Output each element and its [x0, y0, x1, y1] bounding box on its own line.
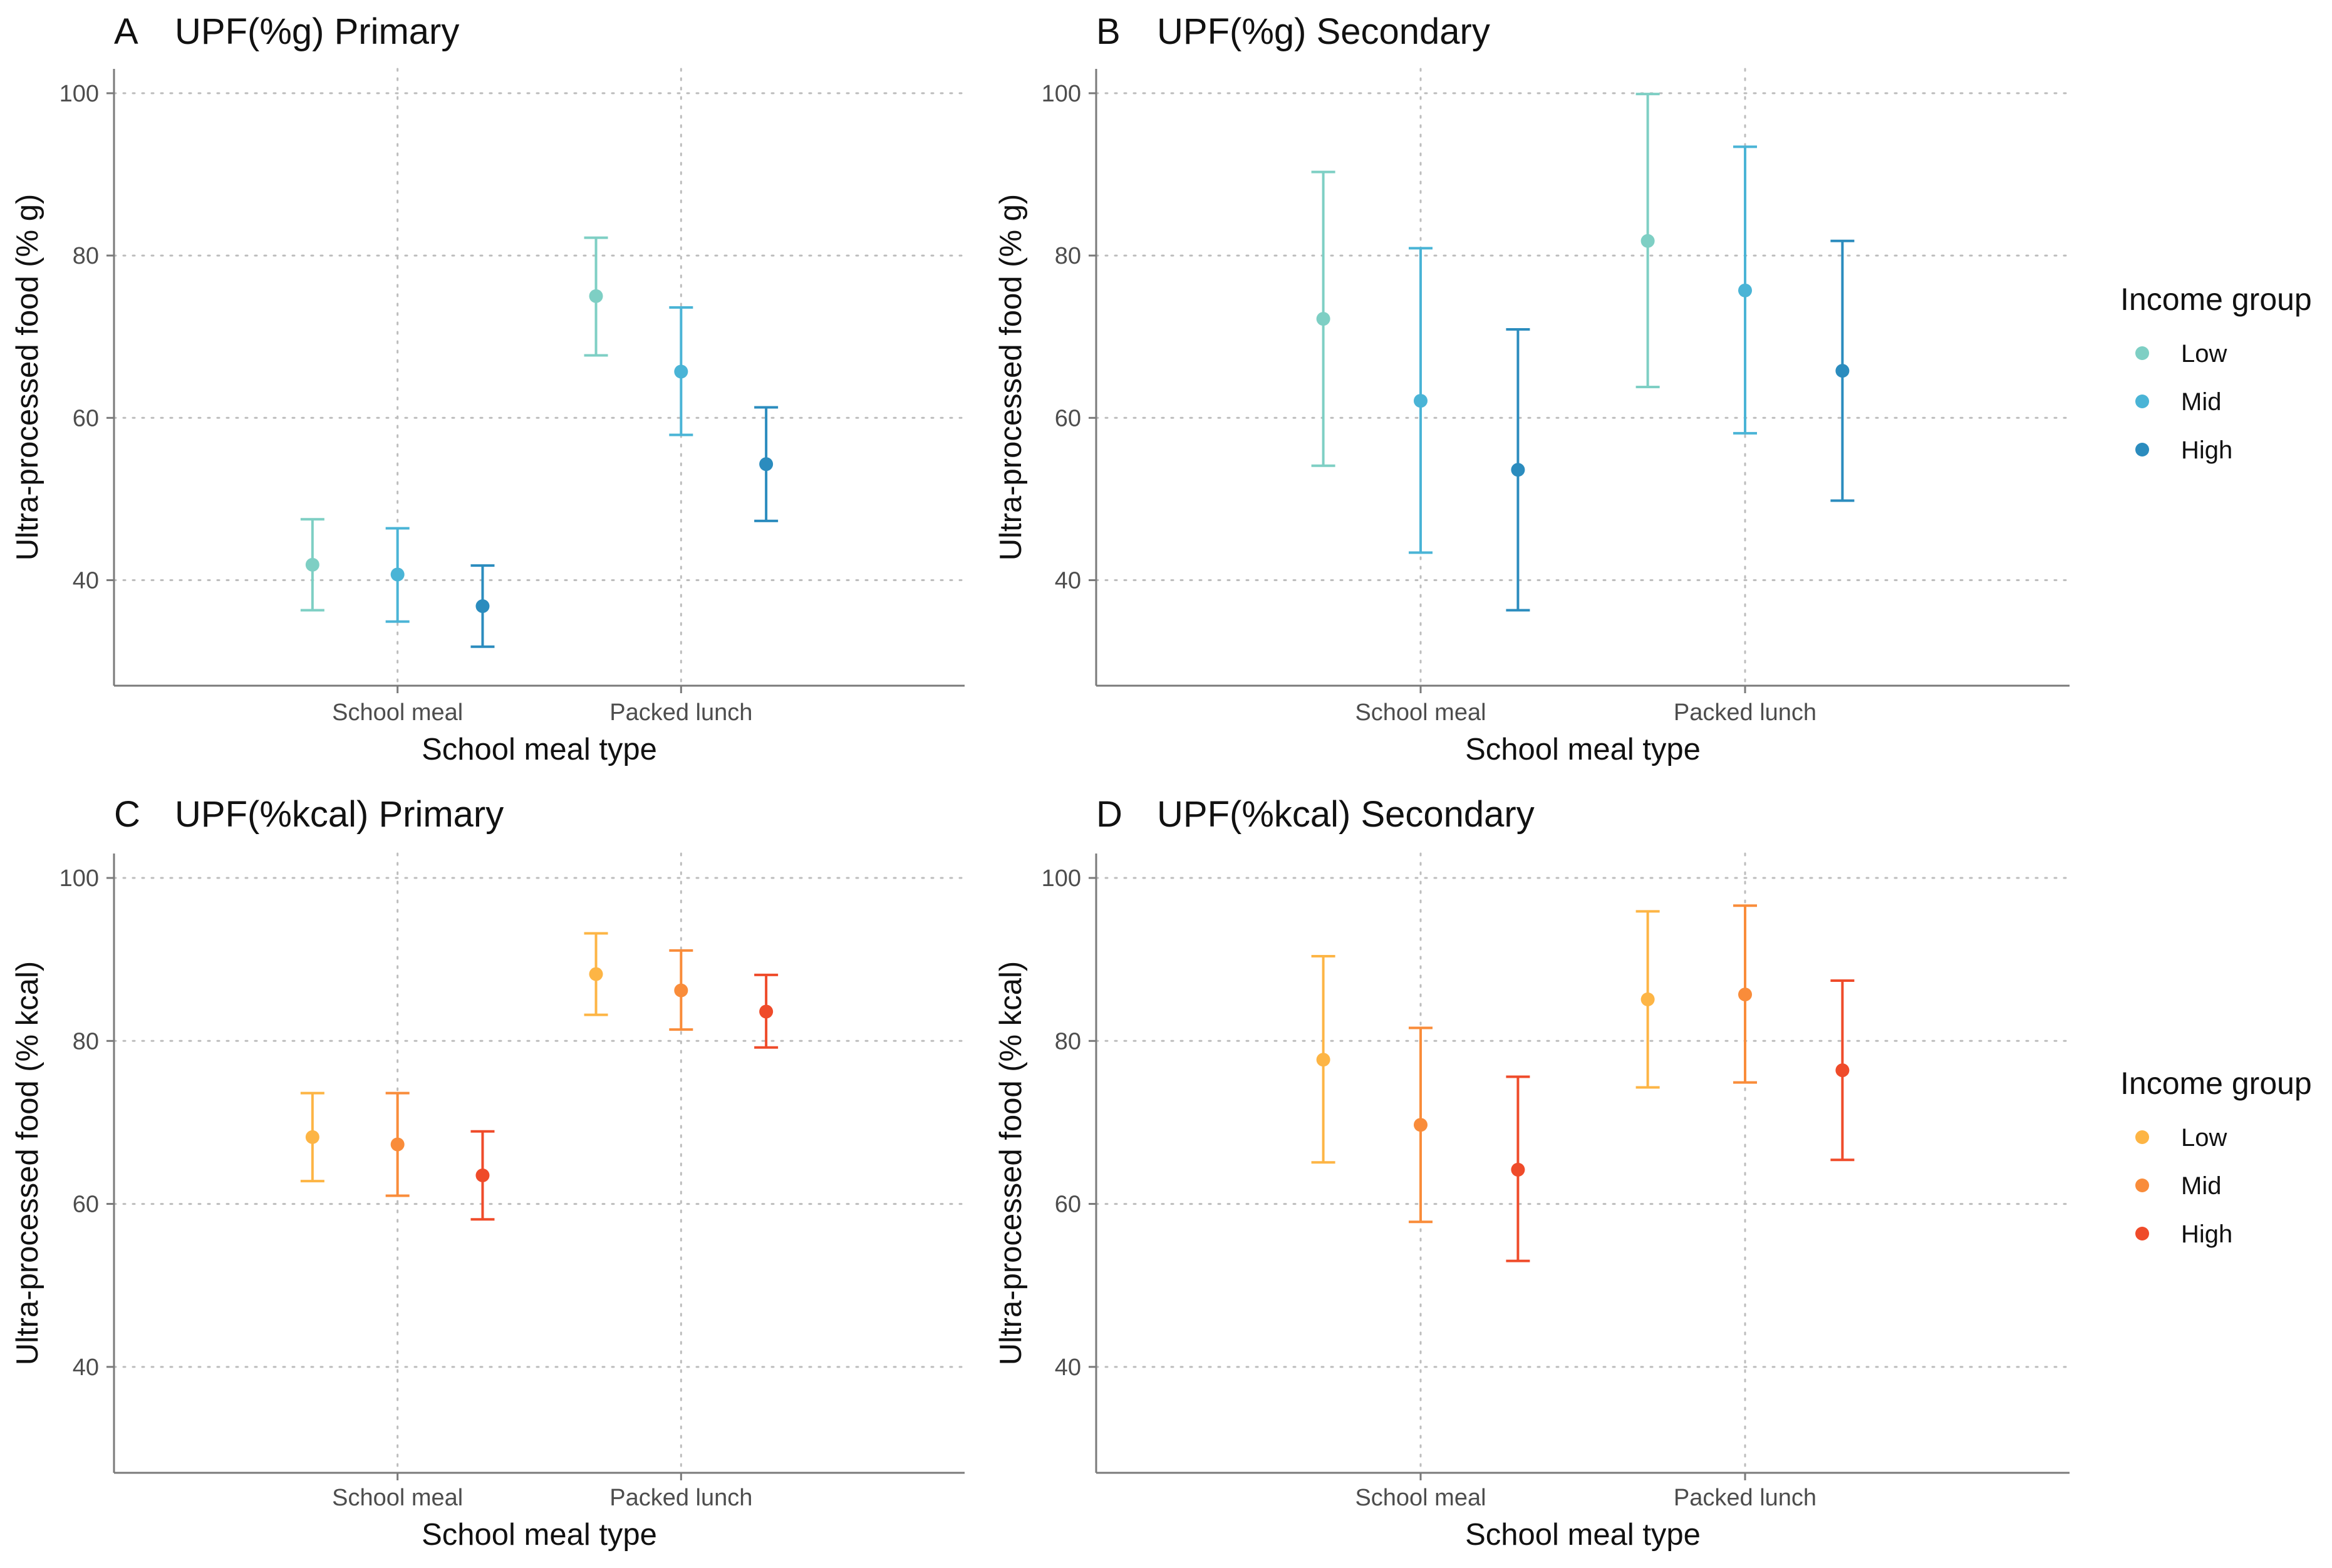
legend-label: Low	[2181, 1124, 2227, 1152]
panel-letter: D	[1096, 794, 1122, 835]
data-point-low	[1640, 992, 1655, 1006]
panel-d: 40 60 80 100 School meal Packed lunch School m…	[994, 794, 2071, 1552]
y-tick-label: 40	[73, 568, 99, 594]
legend-title: Income group	[2120, 1066, 2312, 1101]
y-tick-label: 100	[60, 865, 99, 892]
x-axis-title: School meal type	[422, 1518, 657, 1552]
legend-orange: Income group Low Mid High	[2120, 1066, 2312, 1248]
legend-swatch-mid	[2135, 1179, 2149, 1192]
data-point-high	[759, 1004, 774, 1019]
legend-label: Mid	[2181, 1172, 2221, 1200]
y-tick-label: 60	[73, 1192, 99, 1218]
y-tick-label: 60	[1055, 405, 1081, 431]
y-tick-label: 60	[73, 405, 99, 431]
data-point-low	[589, 289, 603, 303]
legend-swatch-high	[2135, 443, 2149, 456]
panel-title: UPF(%kcal) Primary	[175, 794, 504, 835]
legend-title: Income group	[2120, 282, 2312, 317]
x-tick-label: School meal	[332, 1485, 463, 1511]
data-point-low	[1316, 312, 1330, 326]
panel-letter: A	[114, 11, 138, 52]
data-point-high	[1511, 1162, 1525, 1177]
data-point-mid	[1414, 1118, 1428, 1132]
x-axis-title: School meal type	[422, 733, 657, 766]
x-tick-label: Packed lunch	[609, 699, 752, 726]
legend-swatch-mid	[2135, 395, 2149, 408]
x-tick-label: School meal	[1355, 1485, 1486, 1511]
legend-label: High	[2181, 1220, 2232, 1248]
data-point-low	[305, 1130, 319, 1144]
y-tick-label: 40	[1055, 1354, 1081, 1381]
legend-swatch-low	[2135, 1130, 2149, 1144]
y-tick-label: 40	[1055, 568, 1081, 594]
x-tick-label: Packed lunch	[1674, 1485, 1816, 1511]
y-tick-label: 100	[1042, 81, 1081, 107]
panel-b: 40 60 80 100 School meal Packed lunch School m…	[994, 11, 2071, 766]
y-tick-label: 100	[1042, 865, 1081, 892]
panel-c: 40 60 80 100 School meal Packed lunch School m…	[11, 794, 966, 1552]
x-axis-title: School meal type	[1465, 1518, 1701, 1552]
y-tick-label: 60	[1055, 1192, 1081, 1218]
data-point-mid	[390, 1137, 405, 1152]
y-axis-title: Ultra-processed food (% kcal)	[11, 961, 44, 1365]
data-point-high	[1835, 364, 1850, 378]
panel-letter: B	[1096, 11, 1121, 52]
y-tick-label: 80	[73, 1028, 99, 1055]
legend-label: Mid	[2181, 388, 2221, 416]
data-point-low	[1316, 1053, 1330, 1067]
legend-swatch-low	[2135, 346, 2149, 360]
y-tick-label: 100	[60, 81, 99, 107]
x-axis-title: School meal type	[1465, 733, 1701, 766]
x-tick-label: School meal	[332, 699, 463, 726]
legend-label: High	[2181, 436, 2232, 464]
data-point-high	[1835, 1063, 1850, 1078]
data-point-mid	[674, 983, 688, 998]
data-point-low	[305, 557, 319, 572]
data-point-low	[1640, 234, 1655, 248]
y-axis-title: Ultra-processed food (% g)	[11, 194, 44, 561]
data-point-high	[475, 1168, 490, 1183]
data-point-high	[475, 599, 490, 613]
y-axis-title: Ultra-processed food (% kcal)	[994, 961, 1028, 1365]
panel-letter: C	[114, 794, 140, 835]
panel-a: 40 60 80 100 School meal Packed lunch School m…	[11, 11, 966, 766]
panel-title: UPF(%kcal) Secondary	[1157, 794, 1535, 835]
data-point-high	[759, 457, 774, 472]
data-point-mid	[674, 364, 688, 379]
panel-title: UPF(%g) Secondary	[1157, 11, 1490, 52]
data-point-high	[1511, 463, 1525, 477]
y-tick-label: 40	[73, 1354, 99, 1381]
y-tick-label: 80	[1055, 243, 1081, 269]
legend-swatch-high	[2135, 1227, 2149, 1240]
x-tick-label: Packed lunch	[1674, 699, 1816, 726]
y-axis-title: Ultra-processed food (% g)	[994, 194, 1028, 561]
x-tick-label: School meal	[1355, 699, 1486, 726]
panel-title: UPF(%g) Primary	[175, 11, 459, 52]
data-point-low	[589, 967, 603, 981]
legend-blue: Income group Low Mid High	[2120, 282, 2312, 464]
y-tick-label: 80	[73, 243, 99, 269]
data-point-mid	[1414, 394, 1428, 408]
data-point-mid	[1738, 283, 1752, 297]
data-point-mid	[390, 567, 405, 582]
legend-label: Low	[2181, 340, 2227, 368]
x-tick-label: Packed lunch	[609, 1485, 752, 1511]
data-point-mid	[1738, 988, 1752, 1002]
y-tick-label: 80	[1055, 1028, 1081, 1055]
